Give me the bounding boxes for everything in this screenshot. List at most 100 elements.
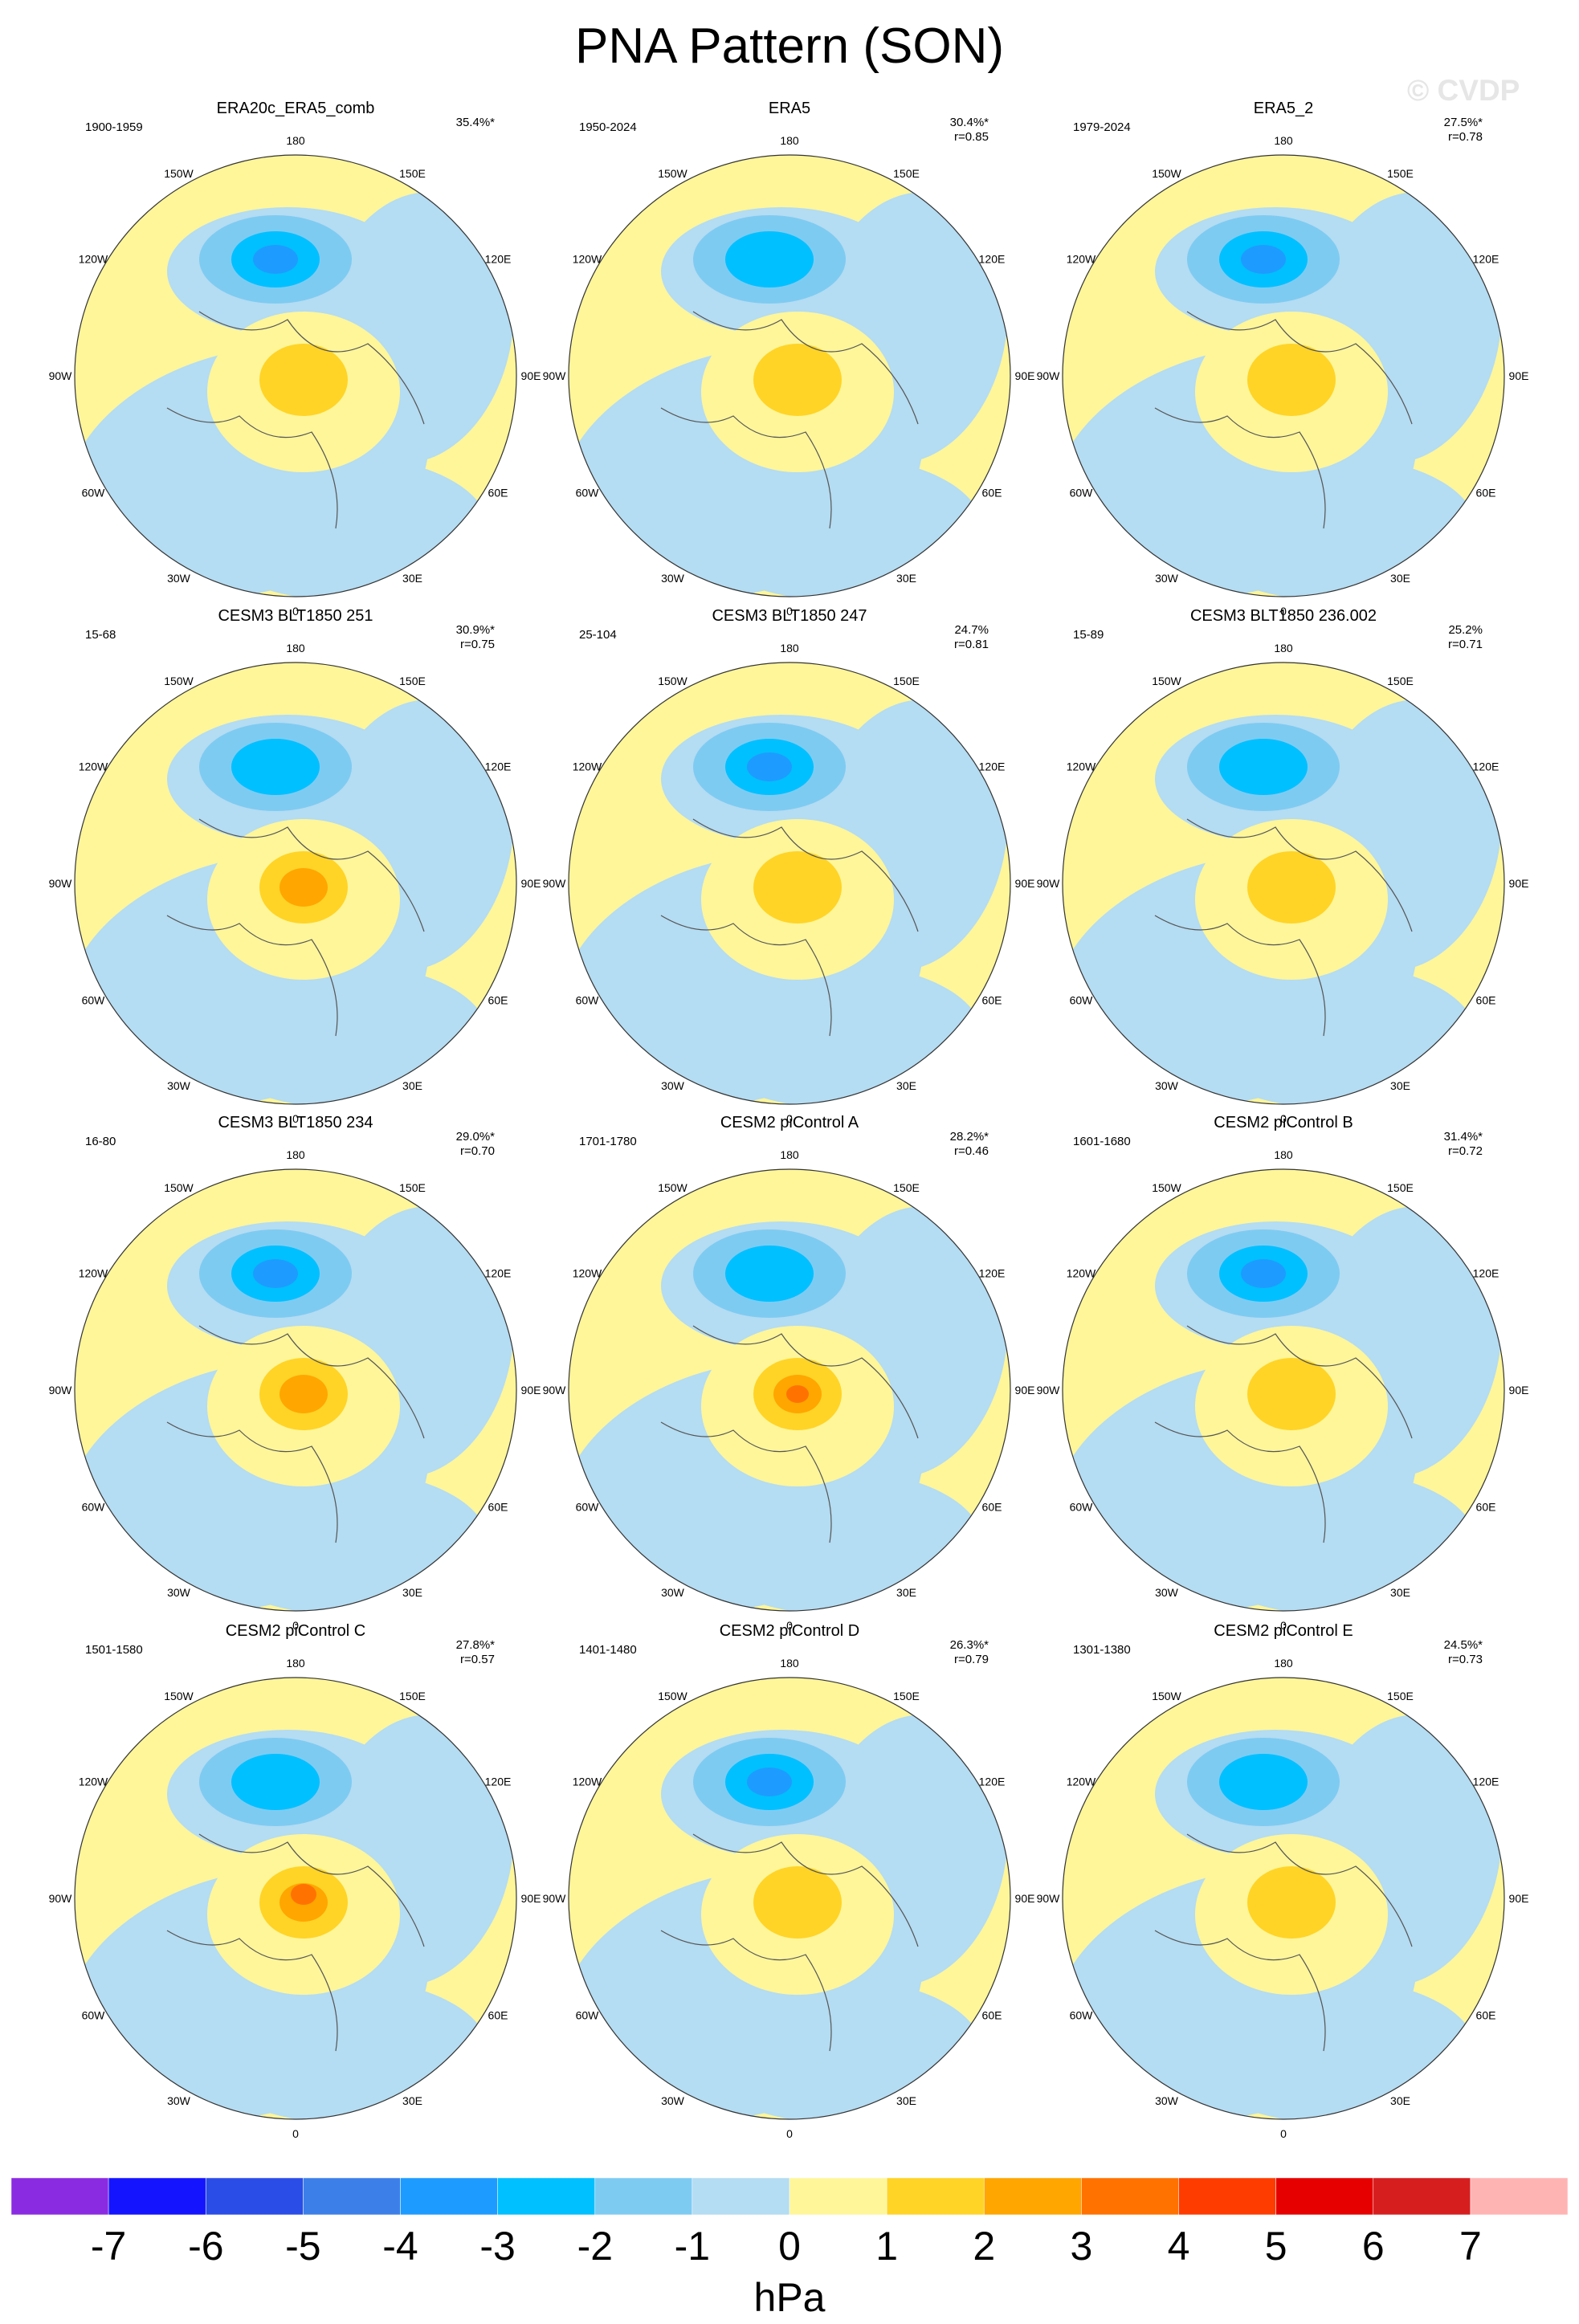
panel-correlation: r=0.79 xyxy=(954,1653,989,1666)
panel-years: 1301-1380 xyxy=(1073,1643,1131,1657)
colorbar-tick-label: -4 xyxy=(382,2224,418,2269)
lon-label: 60W xyxy=(576,487,600,499)
lon-label: 60W xyxy=(82,487,106,499)
lon-label: 150E xyxy=(399,1181,426,1194)
panel-title: ERA5_2 xyxy=(1254,100,1314,117)
lon-label: 120E xyxy=(485,253,512,266)
panel-correlation: r=0.46 xyxy=(954,1144,989,1158)
panel-correlation: r=0.73 xyxy=(1448,1653,1483,1666)
lon-label: 90E xyxy=(1509,877,1529,890)
panel-variance: 24.7% xyxy=(954,623,989,637)
lon-label: 30E xyxy=(1390,2094,1410,2107)
lon-label: 90W xyxy=(543,1384,567,1396)
colorbar-swatch xyxy=(594,2177,693,2216)
lon-label: 30W xyxy=(1155,2094,1179,2107)
lon-label: 150W xyxy=(164,1690,194,1702)
colorbar-tick-label: 5 xyxy=(1265,2224,1287,2269)
colorbar-swatch xyxy=(789,2177,887,2216)
panel-years: 1900-1959 xyxy=(85,120,143,134)
lon-label: 180 xyxy=(780,1657,799,1670)
lon-label: 60E xyxy=(1476,487,1496,499)
lon-label: 60E xyxy=(488,2009,508,2022)
lon-label: 0 xyxy=(786,1619,793,1632)
panel-title: CESM3 BLT1850 236.002 xyxy=(1190,607,1377,625)
lon-label: 0 xyxy=(1280,1619,1287,1632)
lon-label: 150W xyxy=(164,675,194,687)
lon-label: 30E xyxy=(896,572,916,585)
lon-label: 90W xyxy=(1037,877,1061,890)
panel-title: CESM3 BLT1850 247 xyxy=(712,607,867,625)
lon-label: 60E xyxy=(982,994,1002,1007)
panel-title: CESM3 BLT1850 234 xyxy=(218,1114,373,1131)
lon-label: 120W xyxy=(573,1267,602,1280)
lon-label: 60E xyxy=(488,1501,508,1514)
lon-label: 60E xyxy=(982,1501,1002,1514)
lon-label: 120W xyxy=(573,253,602,266)
lon-label: 150W xyxy=(1152,167,1181,180)
panel-title: CESM2 piControl C xyxy=(226,1622,366,1640)
panel-correlation: r=0.72 xyxy=(1448,1144,1483,1158)
lon-label: 150W xyxy=(1152,675,1181,687)
panel-variance: 31.4%* xyxy=(1444,1130,1483,1144)
lon-label: 90E xyxy=(1509,369,1529,382)
colorbar-tick-label: -5 xyxy=(285,2224,320,2269)
lon-label: 180 xyxy=(780,134,799,147)
lon-label: 180 xyxy=(286,134,305,147)
panel-title: CESM2 piControl D xyxy=(720,1622,860,1640)
lon-label: 120E xyxy=(979,253,1006,266)
panel-title: CESM2 piControl B xyxy=(1214,1114,1353,1131)
colorbar-swatch xyxy=(206,2177,304,2216)
lon-label: 90E xyxy=(1015,877,1035,890)
lon-label: 150E xyxy=(893,1181,920,1194)
lon-label: 90E xyxy=(521,877,541,890)
map-panel: 180 150E 120E 90E 60E 30E 0 30W 60W 90W 120W 150W ER… xyxy=(1037,100,1529,618)
lon-label: 120E xyxy=(979,760,1006,773)
panel-title: CESM2 piControl A xyxy=(720,1114,859,1131)
lon-label: 120W xyxy=(1067,760,1096,773)
panel-years: 15-68 xyxy=(85,628,116,642)
lon-label: 60E xyxy=(1476,994,1496,1007)
panel-variance: 28.2%* xyxy=(950,1130,989,1144)
panel-title: CESM3 BLT1850 251 xyxy=(218,607,373,625)
lon-label: 90E xyxy=(1509,1384,1529,1396)
colorbar-swatch xyxy=(10,2177,109,2216)
lon-label: 0 xyxy=(786,1112,793,1125)
lon-label: 60W xyxy=(1070,994,1094,1007)
lon-label: 60W xyxy=(82,1501,106,1514)
lon-label: 120W xyxy=(1067,1776,1096,1788)
lon-label: 30E xyxy=(1390,572,1410,585)
lon-label: 60W xyxy=(576,994,600,1007)
lon-label: 120E xyxy=(1473,253,1499,266)
lon-label: 150W xyxy=(658,167,687,180)
map-panel: 180 150E 120E 90E 60E 30E 0 30W 60W 90W 120W 150W CE… xyxy=(49,607,541,1125)
lon-label: 30W xyxy=(661,1586,685,1599)
panel-variance: 30.4%* xyxy=(950,116,989,129)
lon-label: 30W xyxy=(167,1586,191,1599)
lon-label: 90E xyxy=(521,1892,541,1905)
lon-label: 150W xyxy=(1152,1690,1181,1702)
lon-label: 90E xyxy=(521,1384,541,1396)
lon-label: 60E xyxy=(1476,1501,1496,1514)
lon-label: 150W xyxy=(658,1690,687,1702)
panel-correlation: r=0.85 xyxy=(954,130,989,144)
panel-correlation: r=0.70 xyxy=(460,1144,495,1158)
colorbar-swatch xyxy=(400,2177,498,2216)
lon-label: 120W xyxy=(79,1267,108,1280)
panel-years: 1701-1780 xyxy=(579,1135,637,1148)
lon-label: 30W xyxy=(1155,1586,1179,1599)
lon-label: 150W xyxy=(658,675,687,687)
panel-title: ERA20c_ERA5_comb xyxy=(217,100,375,117)
map-panel: 180 150E 120E 90E 60E 30E 0 30W 60W 90W 120W 150W CE… xyxy=(1037,1622,1529,2140)
colorbar-swatch xyxy=(1275,2177,1373,2216)
lon-label: 150E xyxy=(1387,675,1414,687)
lon-label: 90W xyxy=(543,877,567,890)
lon-label: 180 xyxy=(286,1148,305,1161)
lon-label: 0 xyxy=(1280,2127,1287,2140)
colorbar-tick-label: 3 xyxy=(1070,2224,1092,2269)
lon-label: 150E xyxy=(893,675,920,687)
colorbar-tick-label: -3 xyxy=(479,2224,515,2269)
lon-label: 120W xyxy=(79,760,108,773)
lon-label: 120E xyxy=(1473,1267,1499,1280)
lon-label: 180 xyxy=(1274,1657,1293,1670)
